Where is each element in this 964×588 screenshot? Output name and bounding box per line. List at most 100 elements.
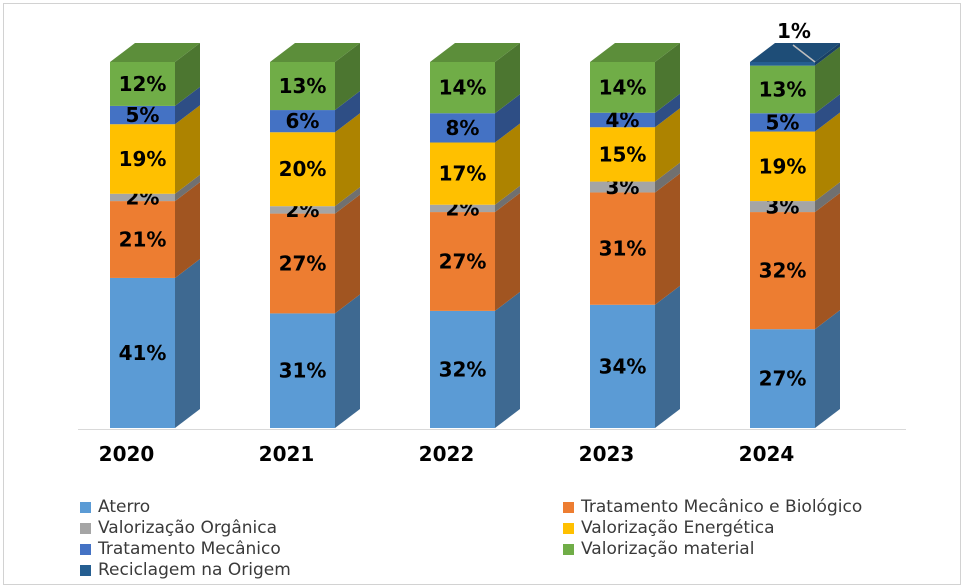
bar-segment-front-2020-s5	[110, 62, 175, 106]
bar-segment-side-2024-s6	[815, 43, 840, 66]
bar-segment-side-2022-s2	[495, 185, 520, 213]
bar-top-face-2021	[270, 43, 360, 62]
legend-swatch-icon	[80, 502, 91, 513]
data-label-2024-s0: 27%	[759, 367, 807, 391]
bar-segment-front-2021-s0	[270, 313, 335, 428]
bar-segment-side-2021-s2	[335, 187, 360, 214]
bar-segment-side-2024-s0	[815, 310, 840, 428]
legend-swatch-icon	[80, 523, 91, 534]
data-label-2022-s0: 32%	[439, 357, 487, 381]
bar-segment-side-2023-s3	[655, 108, 680, 182]
data-label-2022-s3: 17%	[439, 162, 487, 186]
bar-segment-side-2020-s0	[175, 258, 200, 428]
bar-segment-front-2023-s4	[590, 112, 655, 128]
category-label-2021: 2021	[259, 442, 315, 466]
bar-segment-front-2021-s4	[270, 110, 335, 133]
bar-segment-front-2023-s1	[590, 192, 655, 305]
legend-label: Valorização Energética	[581, 518, 775, 538]
legend-item-4: Tratamento Mecânico	[80, 539, 281, 560]
data-label-2023-s1: 31%	[599, 237, 647, 261]
bar-segment-side-2021-s3	[335, 113, 360, 207]
bar-segment-side-2022-s1	[495, 193, 520, 311]
bar-segment-front-2024-s1	[750, 212, 815, 330]
legend-swatch-icon	[80, 565, 91, 576]
data-label-2023-s0: 34%	[599, 354, 647, 378]
legend-label: Aterro	[98, 497, 151, 517]
bar-segment-front-2022-s4	[430, 113, 495, 143]
bar-segment-front-2020-s4	[110, 105, 175, 125]
bar-segment-side-2020-s2	[175, 174, 200, 202]
data-label-2020-s5: 12%	[119, 72, 167, 96]
data-label-2022-s1: 27%	[439, 249, 487, 273]
bar-segment-side-2024-s3	[815, 112, 840, 202]
legend-item-2: Valorização Orgânica	[80, 518, 277, 539]
leader-line-2024	[792, 44, 816, 63]
bar-segment-side-2024-s5	[815, 46, 840, 114]
bar-segment-side-2023-s5	[655, 43, 680, 113]
legend-swatch-icon	[563, 523, 574, 534]
legend-swatch-icon	[80, 544, 91, 555]
data-label-2022-s5: 14%	[439, 76, 487, 100]
bar-segment-side-2022-s4	[495, 94, 520, 143]
bar-segment-side-2020-s1	[175, 182, 200, 278]
legend-item-0: Aterro	[80, 497, 150, 518]
bar-segment-front-2020-s0	[110, 277, 175, 428]
legend-item-1: Tratamento Mecânico e Biológico	[563, 497, 862, 518]
data-label-2024-s4: 5%	[766, 110, 800, 134]
bar-segment-front-2022-s1	[430, 212, 495, 311]
bar-segment-front-2021-s3	[270, 132, 335, 207]
legend-label: Valorização Orgânica	[98, 518, 278, 538]
data-label-2024-s5: 13%	[759, 77, 807, 101]
data-label-2020-s3: 19%	[119, 147, 167, 171]
bar-segment-side-2024-s4	[815, 94, 840, 132]
data-label-2024-s3: 19%	[759, 154, 807, 178]
bar-segment-side-2023-s1	[655, 173, 680, 305]
bar-top-face-2022	[430, 43, 520, 62]
bar-top-face-2023	[590, 43, 680, 62]
data-label-2022-s4: 8%	[446, 116, 480, 140]
data-label-2023-s5: 14%	[599, 75, 647, 99]
legend-label: Reciclagem na Origem	[98, 560, 291, 580]
data-label-2020-s1: 21%	[119, 228, 167, 252]
bar-segment-front-2024-s4	[750, 113, 815, 132]
bar-segment-front-2023-s0	[590, 304, 655, 428]
bar-segment-side-2021-s5	[335, 43, 360, 111]
legend-item-3: Valorização Energética	[563, 518, 775, 539]
bar-segment-front-2020-s1	[110, 201, 175, 278]
legend-label: Tratamento Mecânico	[98, 539, 281, 559]
legend-item-6: Reciclagem na Origem	[80, 560, 291, 581]
bar-segment-side-2020-s3	[175, 105, 200, 194]
legend-label: Valorização material	[581, 539, 755, 559]
bar-segment-side-2021-s4	[335, 91, 360, 133]
bar-segment-front-2024-s0	[750, 329, 815, 428]
bar-segment-side-2021-s0	[335, 294, 360, 428]
bar-segment-front-2020-s2	[110, 193, 175, 202]
data-label-2024-s1: 32%	[759, 259, 807, 283]
data-label-2021-s4: 6%	[286, 109, 320, 133]
data-label-2023-s4: 4%	[606, 108, 640, 132]
bar-segment-side-2020-s4	[175, 86, 200, 125]
legend-swatch-icon	[563, 502, 574, 513]
bar-segment-front-2023-s5	[590, 62, 655, 113]
bar-segment-side-2022-s5	[495, 43, 520, 114]
bar-segment-side-2022-s0	[495, 291, 520, 428]
bar-segment-front-2021-s2	[270, 206, 335, 214]
bar-segment-side-2024-s2	[815, 182, 840, 213]
bar-top-face-2020	[110, 43, 200, 62]
category-label-2020: 2020	[99, 442, 155, 466]
bar-segment-front-2022-s0	[430, 310, 495, 428]
bar-segment-side-2022-s3	[495, 123, 520, 205]
category-label-2023: 2023	[579, 442, 635, 466]
data-label-2024-s6: 1%	[777, 19, 811, 43]
bar-segment-front-2020-s3	[110, 124, 175, 194]
data-label-2020-s4: 5%	[126, 103, 160, 127]
bar-segment-front-2022-s3	[430, 142, 495, 205]
bar-segment-front-2021-s1	[270, 213, 335, 314]
data-label-2021-s0: 31%	[279, 359, 327, 383]
bar-segment-side-2021-s1	[335, 194, 360, 314]
bar-segment-front-2024-s5	[750, 65, 815, 114]
bar-segment-side-2024-s1	[815, 193, 840, 330]
data-label-2020-s0: 41%	[119, 341, 167, 365]
